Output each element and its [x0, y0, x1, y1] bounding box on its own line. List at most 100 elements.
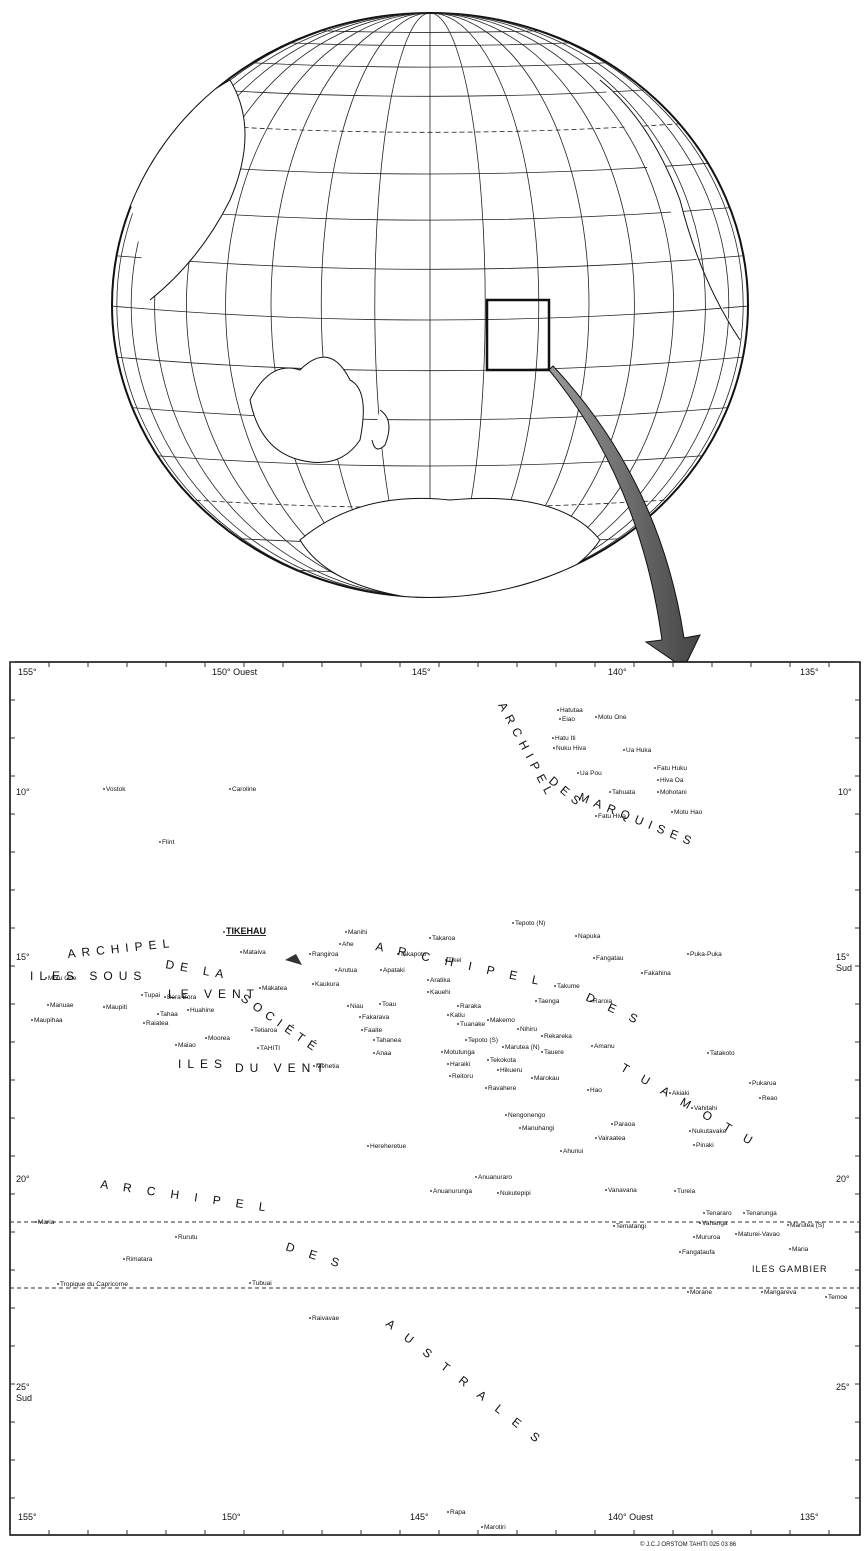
island-dot: [699, 1222, 701, 1224]
island-label: TAHITI: [260, 1045, 280, 1052]
island-dot: [447, 1063, 449, 1065]
island-dot: [595, 815, 597, 817]
island-label: Maupiti: [106, 1004, 127, 1011]
island-label: Tatakoto: [710, 1050, 735, 1057]
island-dot: [313, 1065, 315, 1067]
australia: [249, 356, 364, 463]
island-dot: [240, 951, 242, 953]
island-label: Manuhangi: [522, 1125, 554, 1132]
meridian: [154, 13, 706, 597]
meridian: [320, 13, 540, 597]
island-label: Hiva Oa: [660, 777, 684, 784]
island-label: Niau: [350, 1003, 364, 1010]
island-dot: [259, 987, 261, 989]
island-label: Vairaatea: [598, 1135, 626, 1142]
island-label: Vahitahi: [694, 1105, 717, 1112]
island-dot: [361, 1029, 363, 1031]
island-dot: [447, 1511, 449, 1513]
island-dot: [587, 1089, 589, 1091]
island-dot: [519, 1127, 521, 1129]
zoom-box: [485, 298, 551, 372]
island-label: Tekokota: [490, 1057, 516, 1064]
island-label: Hatu Iti: [555, 735, 576, 742]
island-dot: [552, 737, 554, 739]
island-label: Tikei: [448, 957, 461, 964]
island-label: Tahanea: [376, 1037, 401, 1044]
island-dot: [347, 1005, 349, 1007]
axis-label: Sud: [16, 1393, 32, 1403]
island-dot: [157, 1013, 159, 1015]
island-label: TIKEHAU: [226, 926, 266, 936]
island-label: Mataiva: [243, 949, 266, 956]
island-label: Reitoru: [452, 1073, 473, 1080]
island-dot: [502, 1046, 504, 1048]
island-label: Tahuata: [612, 789, 636, 796]
island-label: Kauehi: [430, 989, 450, 996]
island-label: Anaa: [376, 1050, 392, 1057]
island-dot: [535, 1000, 537, 1002]
island-label: Tupai: [144, 992, 160, 999]
island-label: Tematangi: [616, 1223, 646, 1230]
axis-label: 10°: [16, 787, 30, 797]
island-label: Bora Bora: [167, 994, 197, 1001]
island-dot: [693, 1236, 695, 1238]
island-label: Hikueru: [500, 1067, 523, 1074]
island-dot: [553, 747, 555, 749]
island-dot: [487, 1059, 489, 1061]
island-dot: [590, 1000, 592, 1002]
island-label: Amanu: [594, 1043, 615, 1050]
island-label: Motu One: [598, 714, 627, 721]
map-frame: [9, 661, 861, 1536]
island-label: Maturei-Vavao: [738, 1231, 780, 1238]
island-label: Akiaki: [672, 1090, 689, 1097]
parallel: [112, 304, 748, 321]
island-dot: [487, 1019, 489, 1021]
parallel: [112, 355, 748, 372]
region-label: ILES GAMBIER: [752, 1264, 828, 1274]
island-label: Moorea: [208, 1035, 230, 1042]
island-label: Maupihaa: [34, 1017, 63, 1024]
island-label: Haraiki: [450, 1061, 470, 1068]
island-dot: [611, 1123, 613, 1125]
island-dot: [257, 1047, 259, 1049]
island-dot: [641, 972, 643, 974]
island-label: Motu Hao: [674, 809, 703, 816]
island-label: Tahaa: [160, 1011, 178, 1018]
island-dot: [309, 953, 311, 955]
island-dot: [123, 1258, 125, 1260]
island-dot: [605, 1189, 607, 1191]
island-dot: [517, 1028, 519, 1030]
island-label: Apataki: [383, 967, 405, 974]
island-dot: [707, 1052, 709, 1054]
antarctica: [299, 497, 601, 597]
island-dot: [485, 1087, 487, 1089]
island-label: Toau: [382, 1001, 396, 1008]
island-dot: [481, 1526, 483, 1528]
island-label: Raraka: [460, 1003, 481, 1010]
island-dot: [679, 1251, 681, 1253]
island-label: Tubuai: [252, 1280, 272, 1287]
parallel: [112, 253, 748, 270]
island-label: Taenga: [538, 998, 560, 1005]
region-label: DU VENT: [235, 1061, 330, 1075]
island-dot: [159, 841, 161, 843]
island-dot: [749, 1082, 751, 1084]
island-dot: [430, 1190, 432, 1192]
island-dot: [373, 1039, 375, 1041]
island-dot: [449, 1075, 451, 1077]
island-label: Fakarava: [362, 1014, 389, 1021]
island-label: Morane: [690, 1289, 712, 1296]
island-dot: [554, 985, 556, 987]
island-dot: [531, 1077, 533, 1079]
island-label: Rekareka: [544, 1033, 572, 1040]
island-label: Kaukura: [315, 981, 340, 988]
axis-label: 145°: [410, 1512, 429, 1522]
island-label: Arutua: [338, 967, 358, 974]
island-dot: [335, 969, 337, 971]
island-label: Vostok: [106, 786, 126, 793]
axis-label: 15°: [16, 952, 30, 962]
zoom-arrow: [548, 365, 701, 669]
island-dot: [669, 1092, 671, 1094]
parallel: [112, 450, 748, 467]
